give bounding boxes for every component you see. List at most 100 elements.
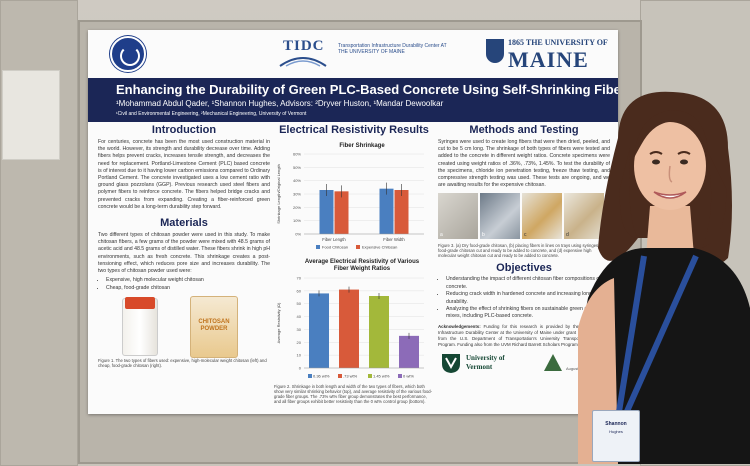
sponsor-logo-icon	[544, 353, 562, 371]
bar	[334, 191, 349, 234]
y-tick-label: 0%	[295, 232, 301, 237]
figure-1-caption: Figure 1. The two types of fibers used: …	[98, 358, 267, 369]
photo-c: c	[522, 193, 562, 240]
y-tick-label: 0	[299, 366, 302, 371]
materials-heading: Materials	[160, 217, 208, 230]
y-tick-label: 30%	[293, 192, 301, 197]
poster-authors: ¹Mohammad Abdul Qader, ¹Shannon Hughes, …	[116, 99, 444, 108]
column-left: Introduction For centuries, concrete has…	[98, 124, 270, 368]
objectives-heading: Objectives	[496, 262, 552, 275]
legend-swatch	[356, 245, 360, 249]
photo-a: a	[438, 193, 478, 240]
legend-swatch	[398, 374, 402, 378]
photo-label: c	[524, 232, 527, 239]
column-middle: Electrical Resistivity Results Fiber Shr…	[274, 124, 434, 404]
chart-title: Fiber Weight Ratios	[334, 266, 391, 272]
photo-d: d	[564, 193, 604, 240]
maine-shield-icon	[486, 39, 504, 63]
maine-logo: MAINE	[508, 47, 589, 72]
bar	[399, 335, 419, 368]
list-item: Expensive, high molecular weight chitosa…	[106, 277, 270, 284]
legend-label: 1.45 wt%	[373, 374, 390, 379]
maine-small-text: 1865 THE UNIVERSITY OF	[508, 38, 608, 47]
y-tick-label: 40%	[293, 178, 301, 183]
legend-label: Expensive Chitosan	[362, 245, 397, 250]
materials-text: Two different types of chitosan powder w…	[98, 232, 270, 275]
presenter-illustration	[578, 91, 750, 464]
list-item: Understanding the impact of different ch…	[446, 276, 610, 291]
bar	[379, 188, 394, 234]
objectives-list: Understanding the impact of different ch…	[438, 276, 610, 320]
chitosan-bottle-image	[122, 297, 158, 357]
column-right: Methods and Testing Syringes were used t…	[438, 124, 610, 376]
university-seal-icon	[110, 36, 146, 72]
materials-photos: CHITOSAN POWDER	[98, 294, 270, 359]
intro-text: For centuries, concrete has been the mos…	[98, 139, 270, 210]
y-tick-label: 10%	[293, 218, 301, 223]
footer-date: August 2024	[566, 365, 589, 371]
footer-logos: University of Vermont August 2024	[438, 350, 610, 376]
list-item: Analyzing the effect of shrinking fibers…	[446, 306, 610, 321]
product-label: CHITOSAN POWDER	[198, 319, 230, 333]
photo-label: b	[482, 232, 485, 239]
y-axis-label: Shrinkage Length/Original Length	[276, 164, 281, 224]
legend-label: 0.36 wt%	[313, 374, 330, 379]
acknowledgements-label: Acknowledgements:	[438, 323, 481, 329]
acknowledgements: Acknowledgements: Funding for this resea…	[438, 324, 610, 348]
presenter-figure: Shannon Hughes	[578, 88, 750, 464]
legend-swatch	[368, 374, 372, 378]
acknowledgements-text: Funding for this research is provided by…	[438, 323, 610, 347]
y-tick-label: 50	[297, 301, 302, 306]
legend-label: .73 wt%	[343, 374, 358, 379]
y-tick-label: 20	[297, 340, 302, 345]
legend-label: 0 wt%	[403, 374, 414, 379]
poster-affiliations: ¹Civil and Environmental Engineering, ²M…	[116, 111, 307, 117]
x-tick-label: Fiber Length	[322, 237, 346, 242]
tidc-logo: TIDC	[283, 38, 325, 54]
bar	[319, 190, 334, 234]
y-tick-label: 60%	[293, 152, 301, 157]
y-tick-label: 50%	[293, 165, 301, 170]
uvm-text: University of Vermont	[466, 353, 505, 371]
y-tick-label: 10	[297, 353, 302, 358]
materials-list: Expensive, high molecular weight chitosa…	[98, 277, 270, 292]
resistivity-chart: Average Electrical Resistivity of Variou…	[276, 259, 424, 379]
figure-2-caption: Figure 2. Shrinkage in both length and w…	[274, 384, 433, 404]
figure-3-caption: Figure 3. (a) Dry food-grade chitosan, (…	[438, 243, 606, 259]
badge-detail: Hughes	[609, 429, 623, 434]
logo-strip: TIDC Transportation Infrastructure Durab…	[88, 30, 618, 76]
list-item: Cheap, food-grade chitosan	[106, 285, 270, 292]
chart-title: Fiber Shrinkage	[339, 143, 385, 149]
name-badge: Shannon Hughes	[592, 410, 640, 462]
methods-text: Syringes were used to create long fibers…	[438, 139, 610, 189]
badge-name: Shannon	[605, 421, 627, 427]
photo-label: a	[440, 232, 443, 239]
legend-swatch	[338, 374, 342, 378]
fiber-shrinkage-chart: Fiber Shrinkage Shrinkage Length/Original…	[276, 143, 424, 250]
x-tick-label: Fiber Width	[383, 237, 405, 242]
wall-panel-sticky-note	[2, 70, 60, 160]
y-tick-label: 70	[297, 276, 302, 281]
list-item: Reducing crack width in hardened concret…	[446, 291, 610, 306]
results-heading: Electrical Resistivity Results	[279, 124, 429, 136]
y-tick-label: 20%	[293, 205, 301, 210]
photo-b: b	[480, 193, 520, 240]
legend-label: Food Chitosan	[322, 245, 348, 250]
title-bar: Enhancing the Durability of Green PLC-Ba…	[88, 78, 618, 122]
bar	[369, 296, 389, 368]
methods-photos: a b c d	[438, 193, 610, 241]
intro-heading: Introduction	[151, 124, 217, 136]
uvm-shield-icon	[442, 353, 460, 373]
methods-heading: Methods and Testing	[469, 124, 579, 136]
research-poster: TIDC Transportation Infrastructure Durab…	[88, 30, 618, 414]
legend-swatch	[308, 374, 312, 378]
chart-title: Average Electrical Resistivity of Variou…	[305, 259, 420, 265]
bar	[394, 190, 409, 234]
photo-label: d	[566, 232, 569, 239]
tidc-arc-icon	[279, 57, 327, 67]
tidc-subtitle: Transportation Infrastructure Durability…	[338, 43, 447, 55]
y-axis-label: Average Resistivity (Ω)	[276, 302, 281, 343]
poster-title: Enhancing the Durability of Green PLC-Ba…	[116, 82, 618, 97]
y-tick-label: 60	[297, 288, 302, 293]
bar	[339, 289, 359, 368]
